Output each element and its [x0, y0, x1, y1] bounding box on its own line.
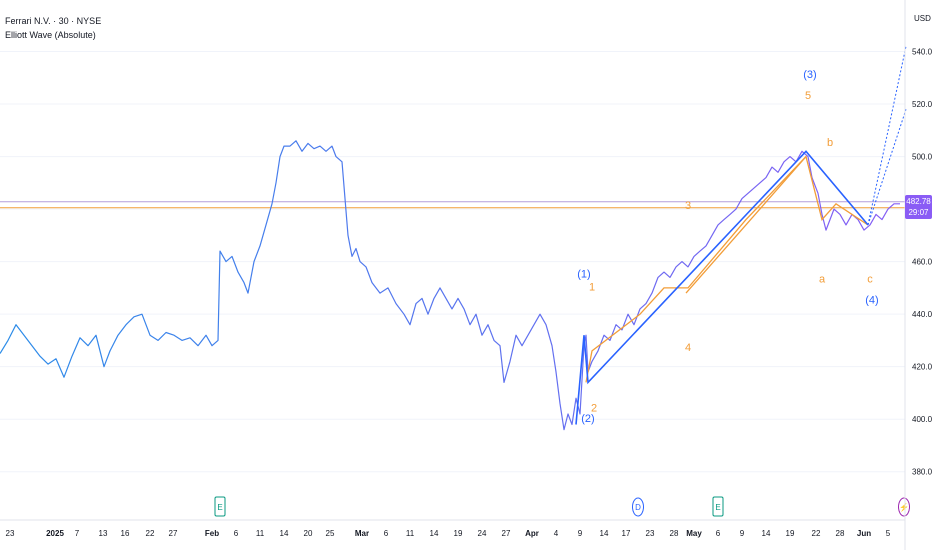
- time-tick-label: 4: [554, 529, 559, 538]
- blue-wave-label: (3): [803, 69, 816, 81]
- price-series: [0, 140, 900, 431]
- price-line: [0, 140, 900, 431]
- time-tick-label: 24: [478, 529, 487, 538]
- event-marker[interactable]: ⚡: [898, 497, 910, 517]
- blue-wave-label: (4): [865, 295, 878, 307]
- projection-line: [867, 109, 907, 226]
- time-tick-label: 13: [99, 529, 108, 538]
- time-tick-label: 20: [304, 529, 313, 538]
- time-tick-label: 22: [812, 529, 821, 538]
- last-price-badge: 482.78 29:07: [905, 194, 932, 219]
- time-axis[interactable]: 23 2025 7 13 16 22 27 Feb 6 11 14 20 25 Mar 6 11 14 19 24 2…: [6, 529, 891, 538]
- event-marker-label: ⚡: [899, 502, 909, 512]
- event-marker-label: D: [635, 503, 641, 512]
- price-tick-label: 460.00: [912, 258, 932, 267]
- time-tick-label: 14: [762, 529, 771, 538]
- last-price: 482.78: [906, 196, 931, 206]
- time-tick-label: May: [686, 529, 702, 538]
- price-tick-label: 440.00: [912, 310, 932, 319]
- time-tick-label: 5: [886, 529, 891, 538]
- orange-wave-label: a: [819, 274, 826, 286]
- time-tick-label: Jun: [857, 529, 871, 538]
- time-tick-label: 17: [622, 529, 631, 538]
- orange-wave-line: [685, 156, 807, 294]
- currency-label[interactable]: USD: [914, 14, 931, 23]
- time-tick-label: 27: [502, 529, 511, 538]
- orange-wave-label: 5: [805, 90, 811, 102]
- time-tick-label: 22: [146, 529, 155, 538]
- time-tick-label: 19: [786, 529, 795, 538]
- time-tick-label: 6: [384, 529, 389, 538]
- time-tick-label: 16: [121, 529, 130, 538]
- price-tick-label: 500.00: [912, 153, 932, 162]
- orange-wave-label: 2: [591, 402, 597, 414]
- price-tick-label: 420.00: [912, 363, 932, 372]
- blue-wave-label: (2): [581, 413, 594, 425]
- time-tick-label: Feb: [205, 529, 219, 538]
- price-tick-label: 380.00: [912, 468, 932, 477]
- elliott-wave-lines: [575, 46, 907, 425]
- orange-wave-label: 1: [589, 282, 595, 294]
- time-tick-label: 14: [280, 529, 289, 538]
- time-tick-label: 11: [256, 529, 265, 538]
- time-tick-label: Apr: [525, 529, 539, 538]
- price-reference-lines: [0, 201, 905, 209]
- orange-wave-line: [585, 155, 869, 383]
- grid-lines: [0, 51, 905, 473]
- event-marker[interactable]: E: [214, 496, 226, 517]
- time-tick-label: 19: [454, 529, 463, 538]
- time-tick-label: 23: [646, 529, 655, 538]
- blue-wave-label: (1): [577, 268, 590, 280]
- price-tick-label: 540.00: [912, 48, 932, 57]
- orange-wave-label: b: [827, 137, 833, 149]
- event-marker-label: E: [715, 503, 720, 512]
- orange-wave-label: 4: [685, 342, 691, 354]
- indicator-title[interactable]: Elliott Wave (Absolute): [5, 30, 96, 40]
- time-tick-label: 7: [75, 529, 80, 538]
- orange-wave-label: 3: [685, 200, 691, 212]
- bar-countdown: 29:07: [908, 207, 929, 217]
- chart-legend: Ferrari N.V. · 30 · NYSE Elliott Wave (A…: [5, 14, 101, 42]
- price-tick-label: 520.00: [912, 100, 932, 109]
- time-tick-label: 28: [836, 529, 845, 538]
- time-tick-label: 2025: [46, 529, 64, 538]
- price-tick-label: 400.00: [912, 415, 932, 424]
- time-tick-label: 9: [740, 529, 745, 538]
- time-tick-label: Mar: [355, 529, 369, 538]
- event-markers[interactable]: E D E ⚡: [214, 496, 910, 517]
- time-tick-label: 25: [326, 529, 335, 538]
- price-axis[interactable]: 540.00520.00500.00480.00460.00440.00420.…: [912, 48, 932, 477]
- elliott-wave-labels: 1 2 3 4 5 a b c (1) (2) (3) (4): [577, 69, 878, 425]
- time-tick-label: 14: [430, 529, 439, 538]
- time-tick-label: 9: [578, 529, 583, 538]
- orange-wave-label: c: [867, 274, 873, 286]
- projection-line: [867, 46, 907, 226]
- event-marker[interactable]: D: [632, 497, 644, 517]
- event-marker-label: E: [217, 503, 222, 512]
- time-tick-label: 28: [670, 529, 679, 538]
- event-marker[interactable]: E: [712, 496, 724, 517]
- blue-wave-line: [575, 150, 869, 425]
- time-tick-label: 6: [716, 529, 721, 538]
- time-tick-label: 11: [406, 529, 415, 538]
- symbol-title[interactable]: Ferrari N.V. · 30 · NYSE: [5, 16, 102, 26]
- time-tick-label: 6: [234, 529, 239, 538]
- time-tick-label: 27: [169, 529, 178, 538]
- time-tick-label: 14: [600, 529, 609, 538]
- time-tick-label: 23: [6, 529, 15, 538]
